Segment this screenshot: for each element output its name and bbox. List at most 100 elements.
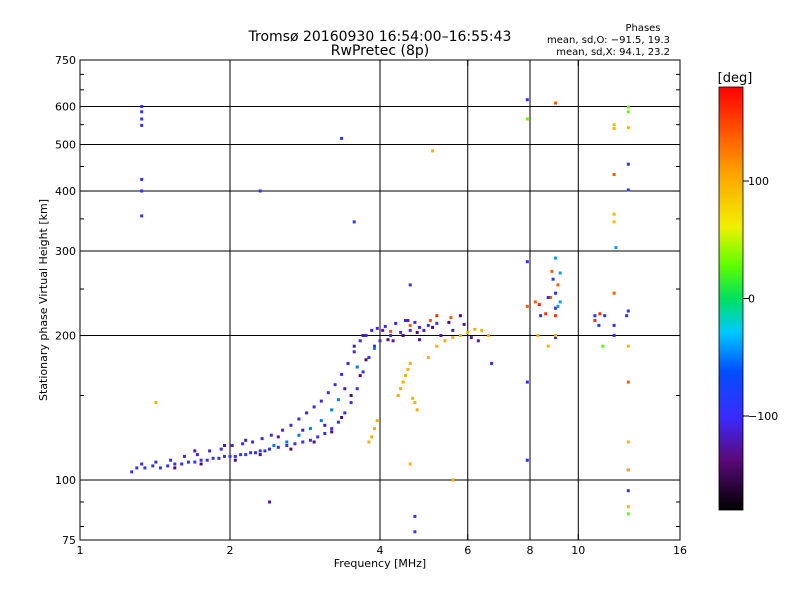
data-point — [186, 460, 190, 464]
data-point — [447, 320, 451, 324]
data-point — [301, 428, 305, 432]
data-point — [364, 334, 368, 337]
data-point — [439, 334, 443, 337]
data-point — [268, 447, 271, 451]
data-point — [199, 458, 203, 462]
data-point — [289, 423, 293, 427]
data-point — [480, 328, 484, 332]
chart-subtitle: RwPretec (8p) — [331, 43, 429, 59]
data-point — [626, 505, 630, 509]
data-point — [326, 391, 330, 395]
colorbar-ticks: 100 0 −100 — [743, 175, 778, 423]
data-point — [285, 440, 289, 444]
data-point — [451, 328, 455, 332]
data-point — [406, 367, 410, 371]
data-point — [556, 283, 560, 287]
data-point — [308, 427, 312, 431]
data-point — [233, 458, 237, 462]
data-point — [546, 296, 550, 299]
data-point — [180, 462, 184, 466]
data-point — [268, 500, 271, 504]
data-point — [406, 319, 410, 322]
y-axis-label: Stationary phase Virtual Height [km] — [37, 199, 50, 401]
data-point — [473, 327, 477, 331]
x-tick-label: 1 — [77, 544, 84, 557]
data-point — [490, 361, 494, 365]
data-point — [373, 427, 376, 431]
data-point — [593, 314, 597, 318]
data-point — [276, 435, 280, 439]
data-point — [230, 444, 234, 447]
data-point — [195, 453, 199, 457]
data-point — [525, 304, 529, 308]
data-point — [375, 419, 379, 423]
data-point — [260, 437, 264, 441]
data-point — [626, 440, 630, 444]
data-point — [598, 312, 602, 316]
x-tick-label: 10 — [571, 544, 585, 557]
data-point — [612, 334, 616, 337]
data-point — [558, 300, 562, 304]
data-point — [556, 304, 560, 308]
data-point — [546, 344, 550, 348]
data-point — [626, 110, 630, 114]
data-point — [612, 212, 616, 216]
data-point — [373, 344, 376, 348]
data-point — [193, 460, 197, 464]
grid-lines — [80, 60, 680, 540]
data-point — [612, 291, 616, 295]
data-point — [346, 361, 350, 365]
data-point — [394, 321, 398, 325]
data-point — [193, 449, 197, 453]
data-point — [614, 246, 618, 250]
data-point — [554, 306, 557, 310]
data-point — [375, 326, 379, 330]
data-point — [413, 530, 417, 534]
data-point — [626, 188, 630, 192]
x-tick-label: 2 — [227, 544, 234, 557]
data-point — [367, 440, 371, 444]
data-point — [367, 356, 371, 359]
data-point — [233, 454, 237, 458]
data-point — [281, 428, 285, 432]
data-point — [312, 440, 316, 444]
data-point — [361, 334, 365, 337]
data-point — [352, 220, 356, 224]
data-point — [554, 256, 557, 260]
data-point — [223, 454, 226, 458]
data-point — [626, 162, 630, 166]
data-point — [593, 319, 597, 322]
data-point — [626, 489, 630, 493]
data-point — [289, 447, 293, 451]
data-point — [254, 451, 257, 455]
data-point — [370, 435, 374, 439]
data-point — [323, 432, 327, 435]
data-point — [154, 460, 158, 464]
data-point — [533, 300, 537, 304]
data-point — [554, 291, 557, 295]
data-point — [554, 334, 557, 337]
data-point — [355, 365, 359, 369]
data-point — [140, 123, 144, 127]
data-point — [549, 296, 553, 299]
data-point — [272, 444, 276, 447]
data-point — [389, 329, 393, 333]
data-point — [228, 454, 232, 458]
y-axis-ticks: 75 100 200 300 400 500 600 750 — [55, 54, 680, 547]
data-point — [422, 328, 426, 332]
data-point — [211, 456, 215, 460]
data-point — [408, 361, 412, 365]
data-point — [173, 466, 177, 470]
data-point — [169, 458, 173, 462]
data-point — [413, 401, 417, 405]
data-point — [319, 399, 323, 403]
data-point — [625, 314, 629, 318]
y-tick-label: 200 — [55, 330, 76, 343]
data-point — [370, 328, 374, 332]
colorbar — [718, 86, 744, 511]
data-point — [626, 380, 630, 384]
data-point — [537, 303, 541, 307]
data-points — [130, 98, 630, 534]
data-point — [219, 447, 223, 451]
